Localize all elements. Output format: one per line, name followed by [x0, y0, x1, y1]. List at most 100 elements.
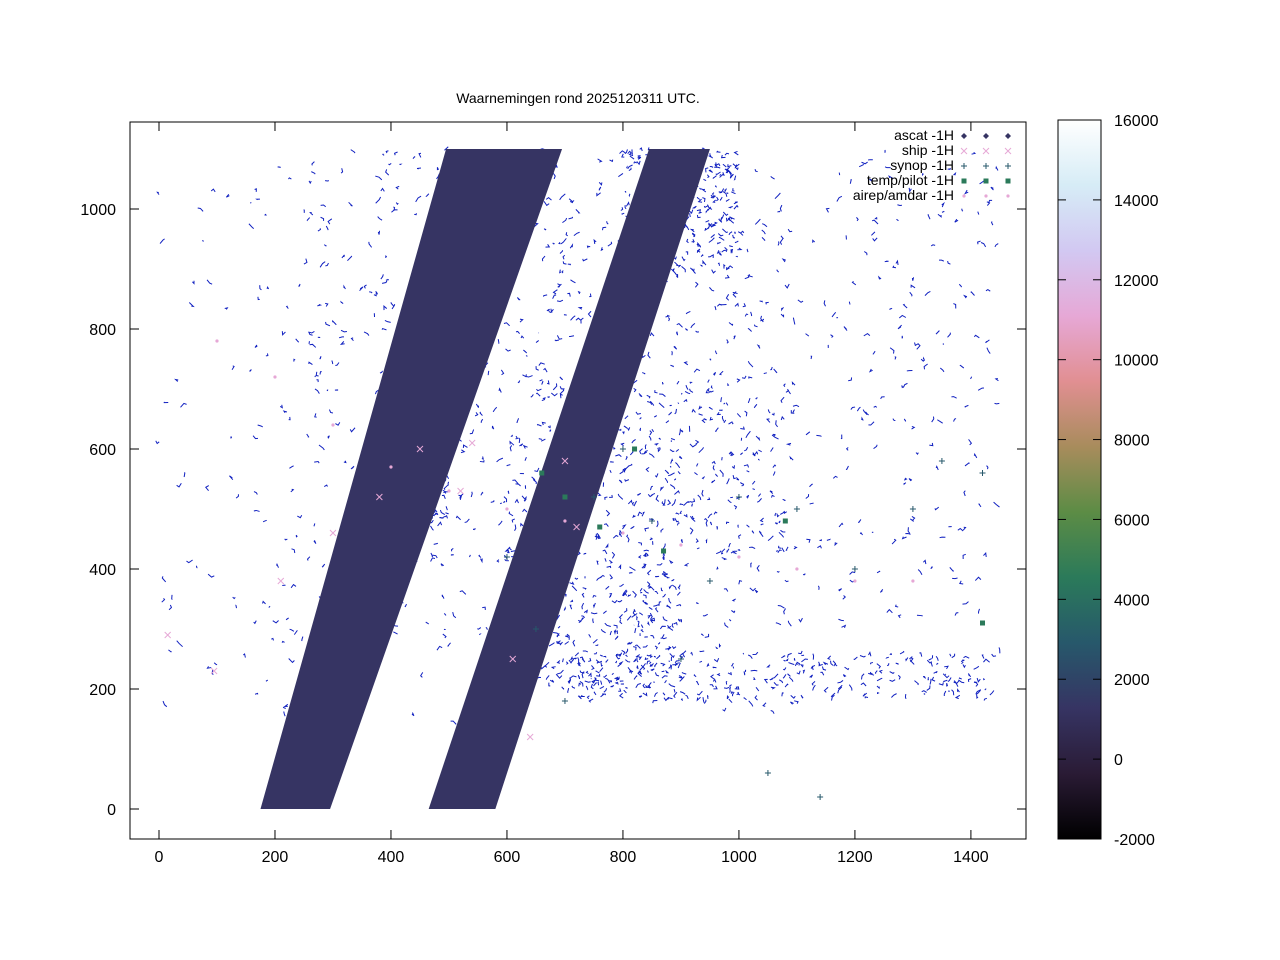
coastline-segment [610, 685, 615, 688]
coastline-segment [707, 513, 713, 519]
coastline-segment [696, 249, 701, 253]
coastline-segment [639, 427, 641, 431]
coastline-segment [637, 672, 642, 677]
coastline-segment [682, 650, 687, 654]
coastline-segment [861, 416, 864, 421]
coastline-segment [516, 297, 521, 301]
data-point [561, 698, 568, 704]
coastline-segment [619, 150, 626, 154]
coastline-segment [162, 700, 168, 708]
coastline-segment [683, 398, 688, 403]
coastline-segment [845, 447, 849, 451]
coastline-segment [952, 577, 958, 580]
coastline-segment [696, 547, 700, 550]
coastline-segment [210, 188, 216, 193]
coastline-segment [873, 444, 878, 450]
coastline-segment [596, 560, 599, 565]
coastline-segment [650, 668, 655, 672]
coastline-segment [639, 417, 642, 420]
coastline-segment [780, 396, 785, 403]
coastline-segment [558, 241, 561, 245]
coastline-segment [982, 678, 986, 681]
coastline-segment [517, 380, 521, 384]
coastline-segment [303, 209, 305, 213]
coastline-segment [725, 198, 730, 202]
coastline-segment [895, 259, 899, 265]
data-point [590, 494, 597, 500]
coastline-segment [673, 345, 678, 350]
coastline-segment [385, 150, 389, 154]
coastline-segment [518, 437, 521, 444]
coastline-segment [930, 566, 933, 570]
coastline-segment [702, 613, 708, 617]
coastline-segment [870, 661, 874, 665]
coastline-segment [960, 661, 964, 664]
coastline-segment [876, 663, 881, 669]
coastline-segment [744, 410, 748, 417]
coastline-segment [664, 575, 671, 579]
coastline-segment [574, 657, 577, 660]
coastline-segment [480, 558, 483, 564]
coastline-segment [570, 315, 576, 321]
coastline-segment [734, 302, 739, 307]
coastline-segment [685, 694, 689, 700]
coastline-segment [577, 306, 583, 310]
coastline-segment [644, 657, 649, 661]
coastline-segment [314, 375, 316, 378]
coastline-segment [871, 231, 876, 236]
coastline-segment [683, 361, 689, 366]
coastline-segment [888, 175, 894, 179]
coastline-segment [659, 486, 664, 492]
data-point [457, 487, 464, 495]
coastline-segment [698, 413, 703, 416]
coastline-segment [733, 504, 738, 510]
coastline-segment [298, 283, 301, 287]
coastline-segment [379, 370, 384, 374]
coastline-segment [716, 241, 721, 245]
coastline-segment [459, 590, 467, 595]
coastline-segment [704, 227, 710, 232]
coastline-segment [521, 495, 528, 500]
coastline-segment [727, 499, 732, 504]
coastline-segment [660, 528, 664, 533]
coastline-segment [308, 361, 313, 365]
coastline-segment [948, 690, 950, 692]
coastline-segment [740, 426, 745, 430]
coastline-segment [840, 434, 843, 440]
coastline-segment [707, 497, 711, 501]
coastline-segment [953, 303, 957, 309]
coastline-segment [673, 689, 676, 693]
coastline-segment [957, 527, 964, 532]
coastline-segment [862, 692, 868, 697]
coastline-segment [593, 652, 598, 655]
coastline-segment [291, 548, 296, 554]
coastline-segment [897, 614, 902, 619]
coastline-segment [712, 199, 716, 203]
coastline-segment [430, 525, 434, 531]
coastline-segment [733, 150, 739, 156]
coastline-segment [643, 564, 647, 569]
coastline-segment [254, 344, 258, 348]
coastline-segment [710, 385, 713, 389]
coastline-segment [377, 216, 383, 221]
coastline-segment [350, 465, 355, 470]
coastline-segment [649, 332, 655, 337]
coastline-segment [615, 676, 620, 681]
coastline-segment [619, 468, 624, 475]
coastline-segment [697, 198, 703, 203]
coastline-segment [889, 652, 893, 656]
coastline-segment [313, 523, 316, 527]
coastline-segment [650, 617, 656, 622]
coastline-segment [670, 458, 674, 464]
coastline-segment [710, 234, 715, 238]
coastline-segment [674, 660, 680, 664]
coastline-segment [730, 248, 734, 254]
coastline-segment [596, 661, 600, 664]
coastline-segment [577, 290, 581, 295]
coastline-segment [627, 499, 633, 505]
coastline-segment [648, 586, 652, 589]
coastline-segment [720, 154, 726, 159]
coastline-segment [545, 196, 552, 201]
coastline-segment [285, 305, 289, 309]
coastline-segment [548, 642, 555, 647]
